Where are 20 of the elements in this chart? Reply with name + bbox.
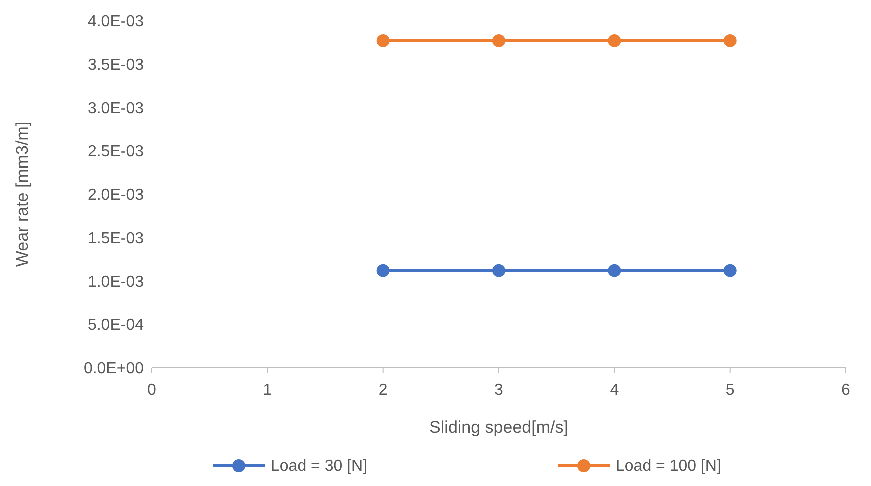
y-tick-label: 2.5E-03 bbox=[88, 144, 144, 161]
y-tick-label: 0.0E+00 bbox=[84, 360, 144, 378]
x-tick-label: 1 bbox=[263, 382, 272, 399]
y-tick-label: 3.5E-03 bbox=[88, 56, 144, 74]
legend-label: Load = 30 [N] bbox=[271, 458, 368, 475]
y-tick-label: 1.5E-03 bbox=[88, 230, 144, 248]
y-tick-label: 1.0E-03 bbox=[88, 274, 144, 291]
x-axis-title: Sliding speed[m/s] bbox=[430, 418, 568, 437]
y-axis-title: Wear rate [mm3/m] bbox=[13, 122, 32, 268]
x-tick-label: 0 bbox=[148, 382, 157, 399]
y-tick-label: 3.0E-03 bbox=[88, 100, 144, 118]
x-tick-label: 5 bbox=[726, 382, 735, 399]
y-tick-label: 5.0E-04 bbox=[88, 317, 144, 334]
x-tick-label: 4 bbox=[610, 382, 620, 399]
y-tick-label: 2.0E-03 bbox=[88, 187, 144, 204]
x-tick-label: 6 bbox=[842, 382, 851, 399]
x-tick-label: 3 bbox=[494, 382, 504, 399]
y-tick-label: 4.0E-03 bbox=[88, 14, 144, 31]
legend-label: Load = 100 [N] bbox=[616, 458, 722, 475]
x-tick-label: 2 bbox=[378, 382, 388, 399]
